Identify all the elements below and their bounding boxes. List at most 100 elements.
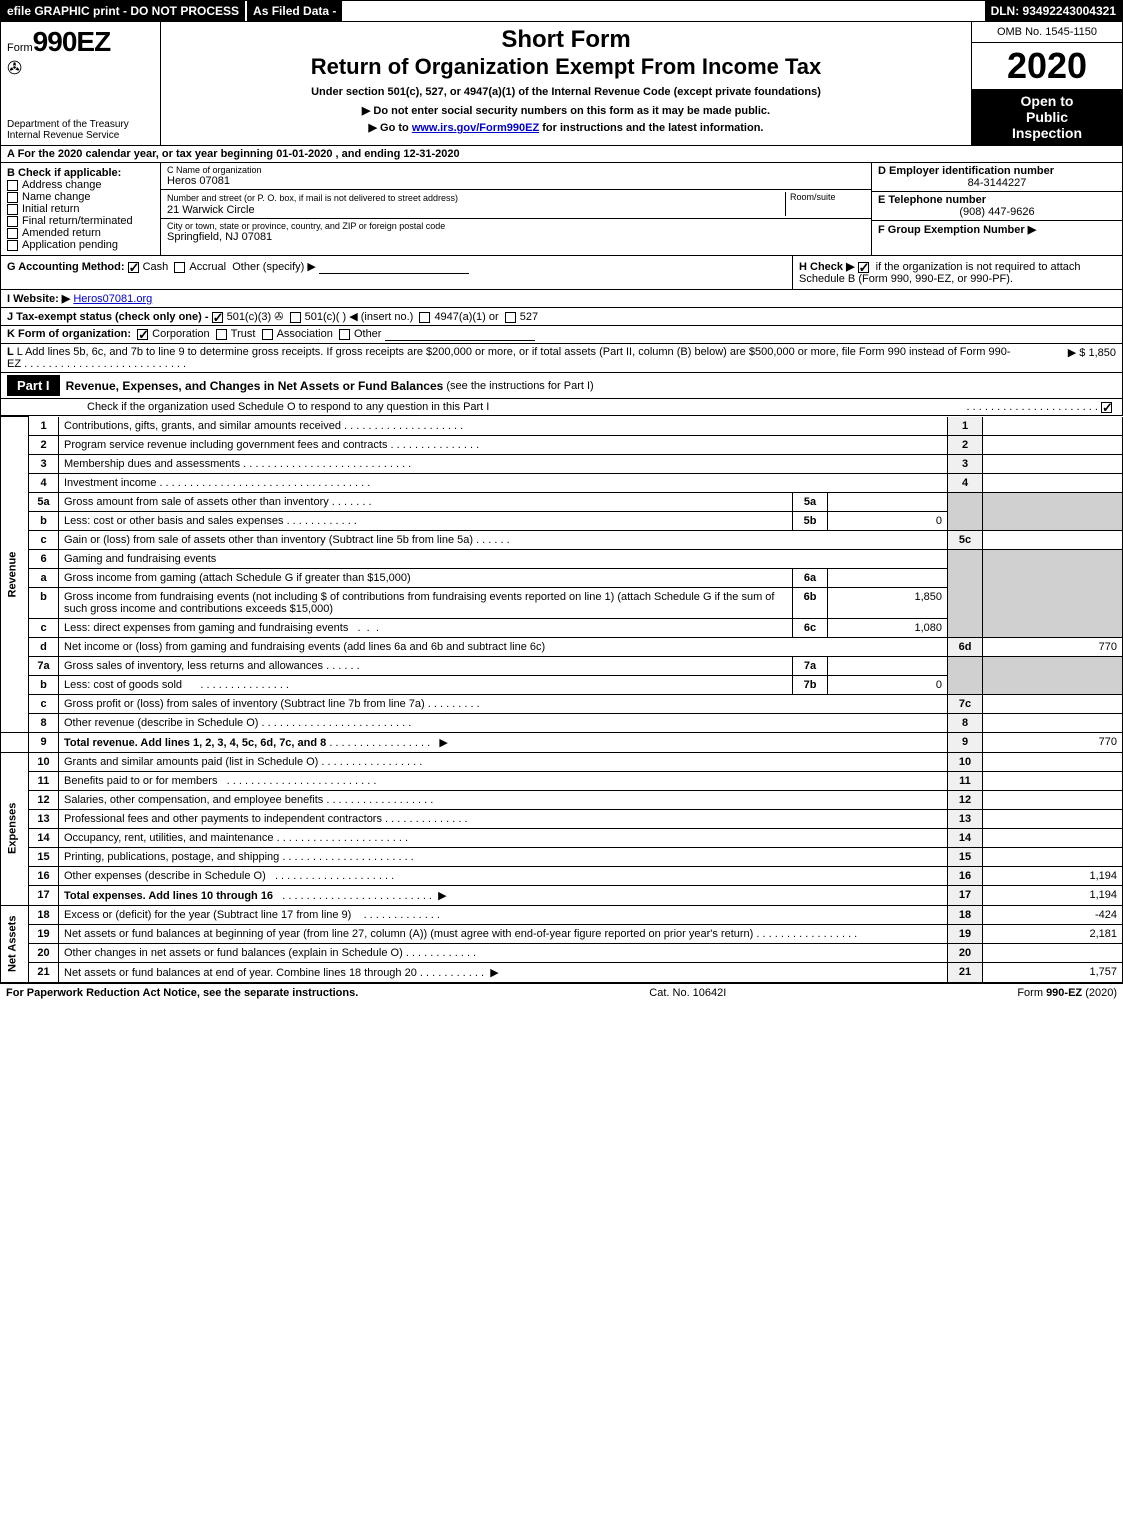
row-7a-desc: Gross sales of inventory, less returns a…	[64, 660, 323, 672]
ssn-warning: ▶ Do not enter social security numbers o…	[167, 104, 965, 117]
check-corporation[interactable]	[137, 329, 148, 340]
check-accrual[interactable]	[174, 262, 185, 273]
row-14-amt	[983, 828, 1123, 847]
row-1-num: 1	[29, 417, 59, 436]
row-3-desc: Membership dues and assessments	[64, 458, 240, 470]
row-6b-val: 1,850	[828, 587, 948, 618]
part-1-check-schedule-o: Check if the organization used Schedule …	[0, 399, 1123, 416]
label-ein: D Employer identification number	[878, 165, 1116, 177]
l-text: L Add lines 5b, 6c, and 7b to line 9 to …	[7, 346, 1011, 370]
org-city: Springfield, NJ 07081	[167, 231, 865, 243]
k-label: K Form of organization:	[7, 328, 131, 340]
form-title: Return of Organization Exempt From Incom…	[167, 54, 965, 80]
row-7c-desc: Gross profit or (loss) from sales of inv…	[64, 698, 425, 710]
check-address-change[interactable]: Address change	[7, 179, 154, 191]
check-association[interactable]	[262, 329, 273, 340]
row-8-amt	[983, 713, 1123, 732]
row-17-amt: 1,194	[983, 885, 1123, 905]
j-label: J Tax-exempt status (check only one) -	[7, 311, 212, 323]
row-2-amt	[983, 435, 1123, 454]
row-15-desc: Printing, publications, postage, and shi…	[64, 851, 279, 863]
part-1-title: Revenue, Expenses, and Changes in Net As…	[66, 379, 444, 393]
check-501c3[interactable]	[212, 312, 223, 323]
part-1-badge: Part I	[7, 375, 60, 396]
org-info-block: B Check if applicable: Address change Na…	[0, 163, 1123, 256]
dln-number: DLN: 93492243004321	[985, 1, 1122, 21]
row-19-amt: 2,181	[983, 924, 1123, 943]
schedule-o-text: Check if the organization used Schedule …	[7, 401, 489, 413]
row-6c-desc: Less: direct expenses from gaming and fu…	[64, 622, 348, 634]
irs-instructions-link[interactable]: www.irs.gov/Form990EZ	[412, 122, 539, 134]
row-21-amt: 1,757	[983, 962, 1123, 982]
side-label-revenue: Revenue	[1, 417, 29, 733]
check-schedule-o[interactable]	[1101, 402, 1112, 413]
short-form-label: Short Form	[167, 26, 965, 54]
row-5b-val: 0	[828, 511, 948, 530]
page-footer: For Paperwork Reduction Act Notice, see …	[0, 983, 1123, 1002]
row-16-desc: Other expenses (describe in Schedule O)	[64, 870, 266, 882]
check-4947[interactable]	[419, 312, 430, 323]
row-l-gross-receipts: L L Add lines 5b, 6c, and 7b to line 9 t…	[0, 344, 1123, 373]
row-2-desc: Program service revenue including govern…	[64, 439, 387, 451]
row-10-amt	[983, 752, 1123, 771]
row-i-website: I Website: ▶ Heros07081.org	[0, 290, 1123, 308]
check-name-change[interactable]: Name change	[7, 191, 154, 203]
row-13-amt	[983, 809, 1123, 828]
check-initial-return[interactable]: Initial return	[7, 203, 154, 215]
open-line3: Inspection	[976, 125, 1118, 141]
check-cash[interactable]	[128, 262, 139, 273]
check-501c[interactable]	[290, 312, 301, 323]
omb-number: OMB No. 1545-1150	[972, 22, 1122, 43]
row-16-amt: 1,194	[983, 866, 1123, 885]
form-prefix: Form	[7, 42, 33, 54]
open-to-public: Open to Public Inspection	[972, 89, 1122, 145]
open-line2: Public	[976, 109, 1118, 125]
header-center: Short Form Return of Organization Exempt…	[161, 22, 972, 145]
open-line1: Open to	[976, 93, 1118, 109]
form-subtitle: Under section 501(c), 527, or 4947(a)(1)…	[167, 86, 965, 98]
box-b-checkboxes: B Check if applicable: Address change Na…	[1, 163, 161, 255]
irs-eagle-icon: ✇	[7, 58, 154, 79]
row-1-amt	[983, 417, 1123, 436]
row-6a-desc: Gross income from gaming (attach Schedul…	[59, 568, 793, 587]
inst-post: for instructions and the latest informat…	[539, 122, 763, 134]
header-left: Form990EZ ✇ Department of the Treasury I…	[1, 22, 161, 145]
phone-value: (908) 447-9626	[878, 206, 1116, 218]
dept-line2: Internal Revenue Service	[7, 130, 154, 141]
check-527[interactable]	[505, 312, 516, 323]
row-k-form-of-org: K Form of organization: Corporation Trus…	[0, 326, 1123, 344]
row-5b-desc: Less: cost or other basis and sales expe…	[64, 515, 284, 527]
row-g-h: G Accounting Method: Cash Accrual Other …	[0, 256, 1123, 290]
box-c-org-name-addr: C Name of organization Heros 07081 Numbe…	[161, 163, 872, 255]
check-amended-return[interactable]: Amended return	[7, 227, 154, 239]
row-7b-desc: Less: cost of goods sold	[64, 679, 182, 691]
check-application-pending[interactable]: Application pending	[7, 239, 154, 251]
website-link[interactable]: Heros07081.org	[73, 293, 152, 305]
row-6b-desc: Gross income from fundraising events (no…	[59, 587, 793, 618]
row-14-desc: Occupancy, rent, utilities, and maintena…	[64, 832, 274, 844]
header-right: OMB No. 1545-1150 2020 Open to Public In…	[972, 22, 1122, 145]
org-street: 21 Warwick Circle	[167, 204, 785, 216]
footer-paperwork-notice: For Paperwork Reduction Act Notice, see …	[6, 987, 358, 999]
check-other-org[interactable]	[339, 329, 350, 340]
row-17-desc: Total expenses. Add lines 10 through 16	[64, 890, 273, 902]
side-label-expenses: Expenses	[1, 752, 29, 905]
row-7a-val	[828, 656, 948, 675]
accounting-method: G Accounting Method: Cash Accrual Other …	[1, 256, 792, 289]
row-9-desc: Total revenue. Add lines 1, 2, 3, 4, 5c,…	[64, 737, 326, 749]
h-label: H Check ▶	[799, 261, 855, 273]
row-4-desc: Investment income	[64, 477, 156, 489]
form-number: 990EZ	[33, 26, 111, 57]
ein-value: 84-3144227	[878, 177, 1116, 189]
label-org-name: C Name of organization	[167, 165, 865, 175]
check-schedule-b-not-required[interactable]	[858, 262, 869, 273]
row-3-amt	[983, 454, 1123, 473]
side-label-net-assets: Net Assets	[1, 905, 29, 982]
row-j-tax-exempt: J Tax-exempt status (check only one) - 5…	[0, 308, 1123, 326]
check-final-return[interactable]: Final return/terminated	[7, 215, 154, 227]
check-trust[interactable]	[216, 329, 227, 340]
room-suite-label: Room/suite	[785, 192, 865, 216]
label-phone: E Telephone number	[878, 194, 1116, 206]
row-21-desc: Net assets or fund balances at end of ye…	[64, 967, 417, 979]
footer-cat-no: Cat. No. 10642I	[649, 987, 726, 999]
